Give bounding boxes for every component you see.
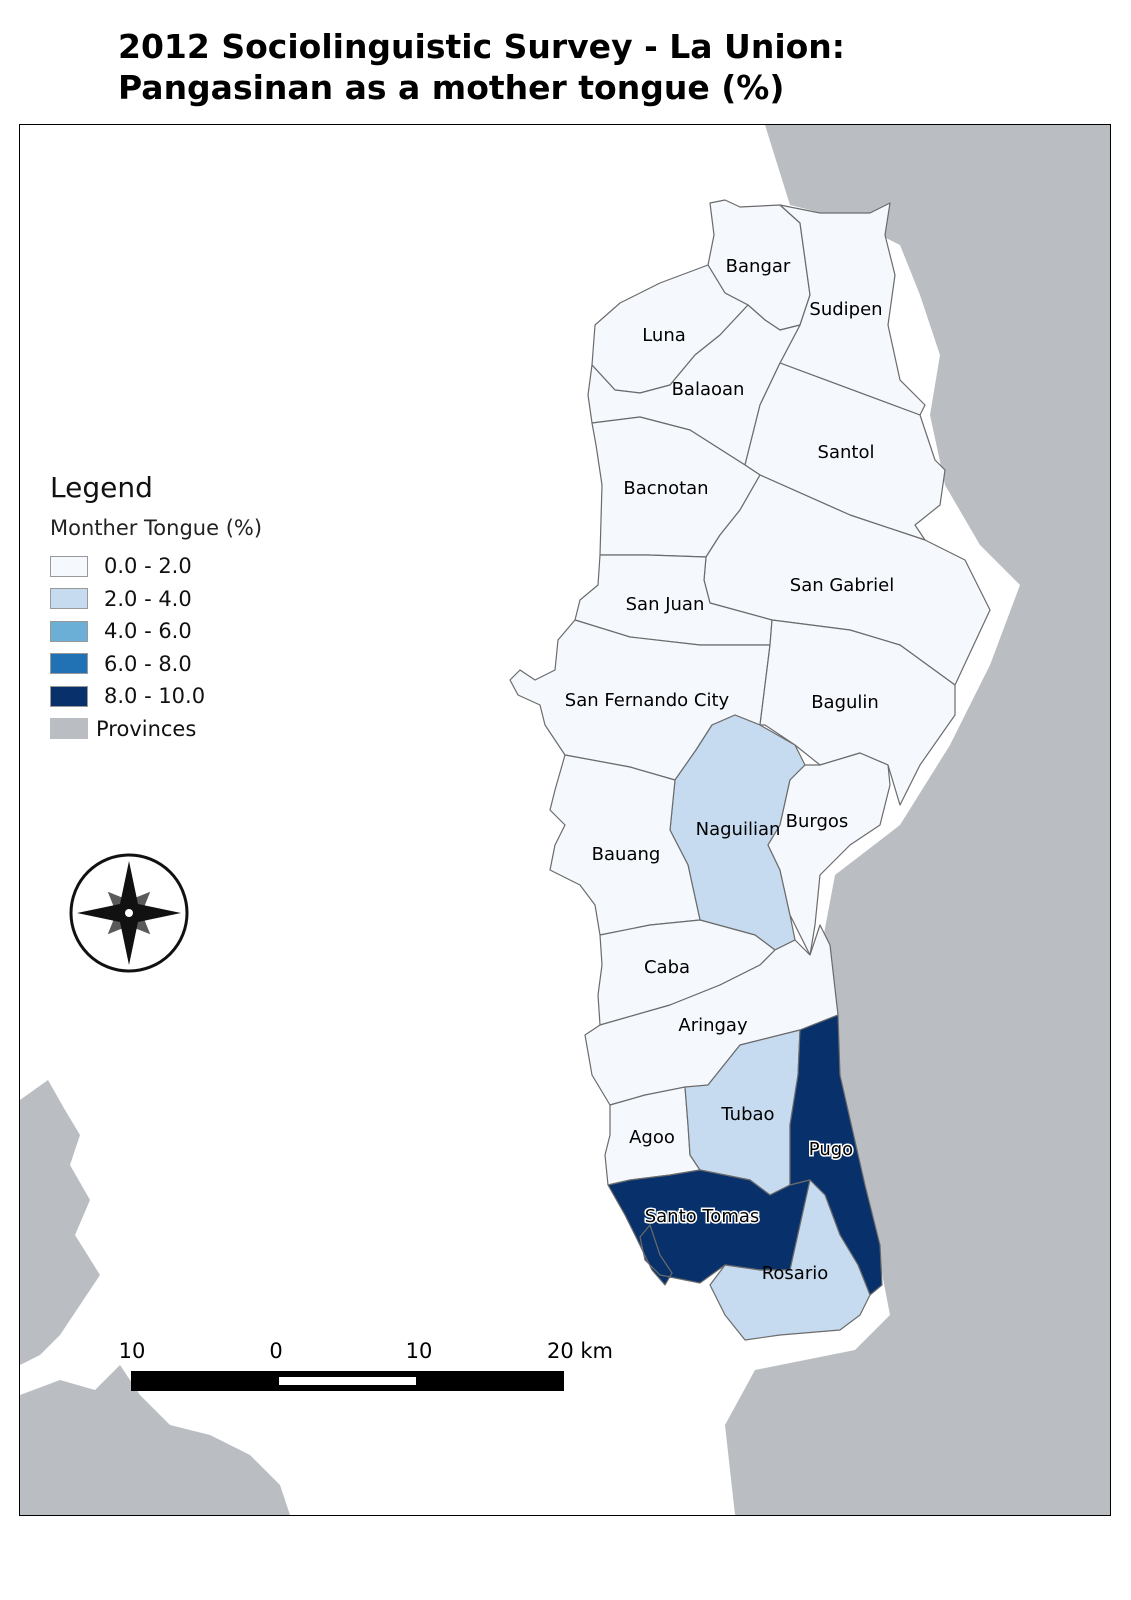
legend-item-provinces: Provinces: [50, 713, 262, 746]
label-sudipen: Sudipen: [809, 299, 882, 320]
label-bagulin: Bagulin: [811, 692, 879, 713]
label-caba: Caba: [644, 957, 690, 978]
label-santo-tomas: Santo Tomas: [645, 1206, 760, 1227]
municipality-santol: [744, 362, 946, 541]
scale-bar: 10 0 10 20 km: [119, 1339, 613, 1391]
legend-label: 2.0 - 4.0: [104, 586, 192, 611]
legend-swatch: [50, 653, 88, 675]
scale-label-10-left: 10: [119, 1339, 146, 1363]
municipality-bauang: [549, 754, 701, 936]
legend-label: 8.0 - 10.0: [104, 684, 206, 709]
map-title: 2012 Sociolinguistic Survey - La Union: …: [118, 26, 845, 108]
map-canvas: Bangar Sudipen Luna Balaoan Santol Bacno…: [20, 125, 1110, 1515]
legend: Legend Monther Tongue (%) 0.0 - 2.0 2.0 …: [50, 471, 262, 745]
label-burgos: Burgos: [786, 811, 849, 832]
legend-swatch: [50, 685, 88, 707]
map-frame: Bangar Sudipen Luna Balaoan Santol Bacno…: [19, 124, 1111, 1516]
legend-label: 4.0 - 6.0: [104, 619, 192, 644]
legend-item-1: 2.0 - 4.0: [50, 583, 262, 616]
label-bacnotan: Bacnotan: [623, 478, 708, 499]
label-luna: Luna: [642, 325, 686, 346]
label-pugo: Pugo: [809, 1139, 853, 1160]
legend-swatch: [50, 718, 88, 740]
label-bangar: Bangar: [726, 256, 791, 277]
label-bauang: Bauang: [592, 844, 661, 865]
label-san-gabriel: San Gabriel: [790, 575, 894, 596]
legend-label: 0.0 - 2.0: [104, 554, 192, 579]
municipality-rosario: [709, 1179, 871, 1341]
scale-label-20-km: 20 km: [547, 1339, 613, 1363]
title-line-2: Pangasinan as a mother tongue (%): [118, 68, 785, 107]
legend-label: 6.0 - 8.0: [104, 651, 192, 676]
label-rosario: Rosario: [762, 1263, 829, 1284]
legend-title: Legend: [50, 471, 153, 504]
legend-swatch: [50, 620, 88, 642]
municipality-santo-tomas: [607, 1169, 811, 1286]
label-tubao: Tubao: [720, 1104, 774, 1125]
scale-label-10: 10: [406, 1339, 433, 1363]
municipality-sudipen: [779, 202, 926, 416]
compass-rose-icon: [69, 853, 189, 973]
legend-swatch: [50, 588, 88, 610]
title-line-1: 2012 Sociolinguistic Survey - La Union:: [118, 27, 845, 66]
legend-swatch: [50, 555, 88, 577]
scale-label-0: 0: [269, 1339, 282, 1363]
legend-subtitle: Monther Tongue (%): [50, 516, 263, 540]
legend-item-0: 0.0 - 2.0: [50, 550, 262, 583]
label-san-juan: San Juan: [626, 594, 705, 615]
legend-label: Provinces: [96, 716, 197, 741]
province-southwest: [20, 1080, 100, 1365]
legend-item-4: 8.0 - 10.0: [50, 680, 262, 713]
province-southwest-2: [20, 1365, 290, 1515]
legend-item-3: 6.0 - 8.0: [50, 648, 262, 681]
municipality-burgos: [767, 752, 891, 956]
label-santol: Santol: [818, 442, 875, 463]
label-san-fernando-city: San Fernando City: [565, 690, 730, 711]
label-naguilian: Naguilian: [696, 819, 781, 840]
legend-item-2: 4.0 - 6.0: [50, 615, 262, 648]
label-aringay: Aringay: [678, 1015, 748, 1036]
province-east: [725, 125, 1110, 1515]
label-agoo: Agoo: [629, 1127, 675, 1148]
label-balaoan: Balaoan: [672, 379, 745, 400]
